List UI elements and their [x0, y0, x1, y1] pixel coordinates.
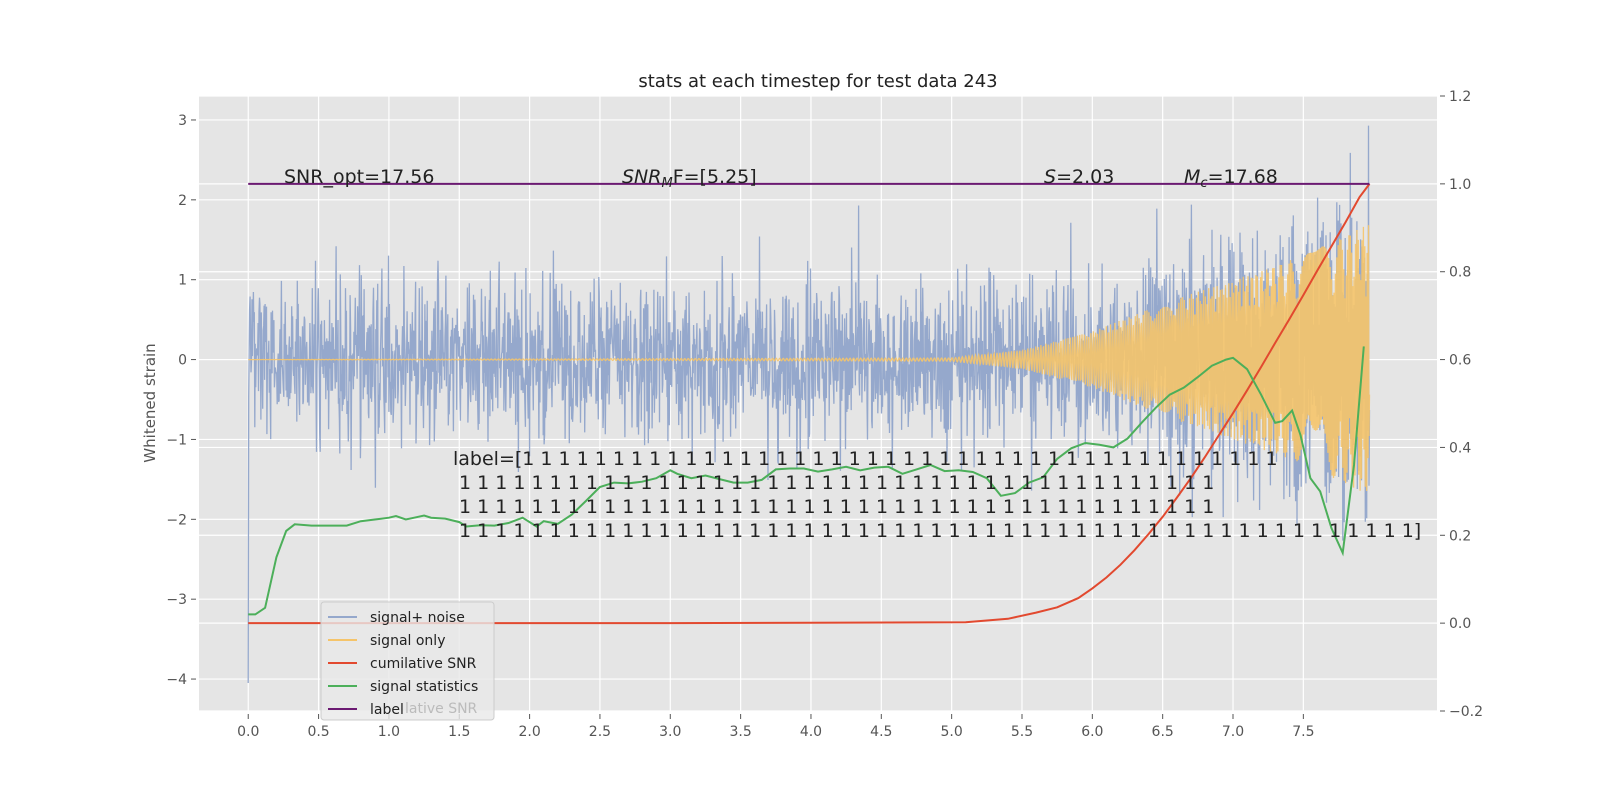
y-tick-label: 3	[178, 113, 187, 129]
legend-label: signal+ noise	[370, 610, 465, 626]
legend: signal+ noise signal only cumilative SNR si…	[320, 601, 495, 721]
legend-label: label	[370, 702, 404, 718]
x-tick-label: 5.5	[1011, 724, 1033, 740]
label-line-3: 1 1 1 1 1 1 1 1 1 1 1 1 1 1 1 1 1 1 1 1 …	[453, 496, 1214, 518]
y-tick-label: −3	[166, 592, 187, 608]
snr-opt-annotation: SNR_opt=17.56	[284, 166, 434, 188]
x-tick-label: 4.5	[870, 724, 892, 740]
y-tick-label: −2	[166, 512, 187, 528]
x-tick-label: 3.5	[729, 724, 751, 740]
x-tick-label: 3.0	[659, 724, 681, 740]
label-line-4: 1 1 1 1 1 1 1 1 1 1 1 1 1 1 1 1 1 1 1 1 …	[453, 520, 1421, 542]
series-signal-statistics	[248, 346, 1365, 616]
snr-mf-subscript: M	[661, 176, 672, 191]
x-ticks: 0.0 0.5 1.0 1.5 2.0 2.5 3.0 3.5 4.0 4.5 5.0 5.5 6.0 6…	[237, 714, 1314, 740]
y2-tick-label: 0.2	[1449, 528, 1471, 544]
x-tick-label: 2.5	[589, 724, 611, 740]
x-tick-label: 6.0	[1081, 724, 1103, 740]
x-tick-label: 1.0	[378, 724, 400, 740]
y2-tick-label: 1.2	[1449, 89, 1471, 105]
series-signal-noise	[247, 125, 1371, 684]
series-cumilative-snr	[248, 183, 1371, 625]
label-line-1: label=[1 1 1 1 1 1 1 1 1 1 1 1 1 1 1 1 1…	[453, 448, 1278, 470]
y2-tick-label: 0.0	[1449, 616, 1471, 632]
chart-title: stats at each timestep for test data 243	[638, 71, 997, 92]
s-annotation: S=2.03	[1044, 166, 1114, 188]
legend-entries: signal+ noise signal only cumilative SNR si…	[328, 610, 478, 718]
y2-tick-label: 0.8	[1449, 265, 1471, 281]
x-tick-label: 6.5	[1152, 724, 1174, 740]
y2-tick-label: 0.4	[1449, 440, 1471, 456]
snr-mf-name: SNR	[622, 166, 661, 188]
series-signal-only	[248, 225, 1371, 492]
y-tick-label: 2	[178, 193, 187, 209]
mc-annotation: Mc=17.68	[1184, 166, 1278, 191]
y-tick-label: 1	[178, 273, 187, 289]
y-tick-label: 0	[178, 353, 187, 369]
s-name: S	[1044, 166, 1056, 188]
s-value: =2.03	[1056, 166, 1114, 188]
snr-mf-annotation: SNRMF=[5.25]	[622, 166, 757, 191]
x-tick-label: 1.5	[448, 724, 470, 740]
legend-label: signal statistics	[370, 679, 478, 695]
legend-label: cumilative SNR	[370, 656, 477, 672]
left-y-ticks: 3 2 1 0 −1 −2 −3 −4	[166, 113, 196, 688]
x-tick-label: 0.0	[237, 724, 259, 740]
right-y-ticks: 1.2 1.0 0.8 0.6 0.4 0.2 0.0 −0.2	[1440, 89, 1483, 720]
y2-tick-label: −0.2	[1449, 704, 1483, 720]
x-tick-label: 4.0	[800, 724, 822, 740]
label-line-2: 1 1 1 1 1 1 1 1 1 1 1 1 1 1 1 1 1 1 1 1 …	[453, 472, 1214, 494]
x-tick-label: 5.0	[941, 724, 963, 740]
y-tick-label: −4	[166, 672, 187, 688]
y-tick-label: −1	[166, 432, 187, 448]
legend-box	[320, 601, 495, 721]
snr-mf-value: F=[5.25]	[673, 166, 757, 188]
label-annotation: label=[1 1 1 1 1 1 1 1 1 1 1 1 1 1 1 1 1…	[453, 448, 1421, 542]
y-axis-label: Whitened strain	[141, 343, 159, 462]
x-tick-label: 7.0	[1222, 724, 1244, 740]
y2-tick-label: 1.0	[1449, 177, 1471, 193]
annotations: SNR_opt=17.56 SNRMF=[5.25] S=2.03 Mc=17.…	[284, 166, 1278, 191]
y2-tick-label: 0.6	[1449, 353, 1471, 369]
legend-label: signal only	[370, 633, 445, 649]
legend-overlap-text: lative SNR	[405, 701, 478, 717]
x-tick-label: 7.5	[1292, 724, 1314, 740]
x-tick-label: 0.5	[307, 724, 329, 740]
mc-subscript: c	[1200, 176, 1207, 191]
mc-value: =17.68	[1208, 166, 1278, 188]
mc-name: M	[1184, 166, 1200, 188]
series-layer	[247, 125, 1371, 684]
x-tick-label: 2.0	[518, 724, 540, 740]
